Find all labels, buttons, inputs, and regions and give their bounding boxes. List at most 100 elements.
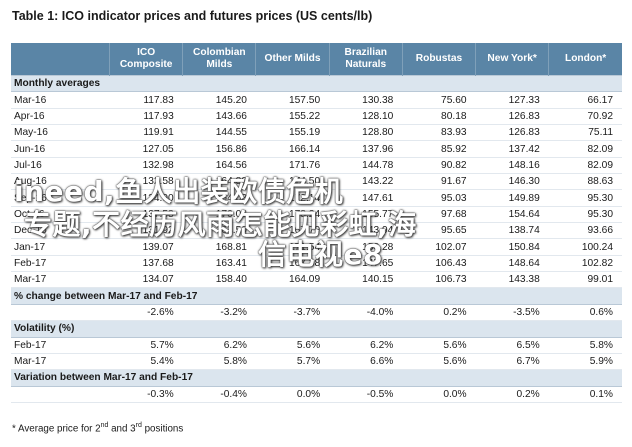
table-cell: 83.93 bbox=[402, 124, 476, 142]
footnote-middle: and 3 bbox=[108, 423, 136, 435]
table-cell: 75.11 bbox=[548, 124, 622, 142]
row-label: Feb-17 bbox=[11, 255, 110, 273]
table-cell: 5.7% bbox=[109, 337, 183, 354]
table-cell: 166.14 bbox=[255, 140, 330, 158]
table-row: Aug-16 132.58 164.80 174.50 143.22 91.67 146.3… bbox=[11, 173, 622, 191]
table-cell: 139.07 bbox=[109, 238, 183, 256]
table-cell: 164.80 bbox=[182, 173, 256, 191]
table-cell: 147.61 bbox=[329, 189, 403, 207]
table-cell: 143.66 bbox=[182, 108, 256, 126]
column-header: Other Milds bbox=[255, 43, 330, 76]
table-cell: -0.3% bbox=[109, 386, 183, 403]
table-row: Sep-16 134.90 164.03 172.14 147.61 95.03 149.8… bbox=[11, 189, 622, 207]
table-cell: 134.07 bbox=[109, 271, 183, 289]
table-cell: 127.05 bbox=[109, 140, 183, 158]
table-cell: -3.5% bbox=[475, 304, 549, 322]
table-cell: 0.0% bbox=[255, 386, 330, 403]
table-cell: 0.1% bbox=[548, 386, 622, 403]
table-cell: 70.92 bbox=[548, 108, 622, 126]
table-row: Feb-17 137.68 163.41 167.38 147.65 106.43 148.… bbox=[11, 255, 622, 273]
table-cell: 138.74 bbox=[475, 222, 549, 240]
table-cell: -0.4% bbox=[182, 386, 256, 403]
table-cell: 132.58 bbox=[109, 173, 183, 191]
table-cell: 164.50 bbox=[182, 222, 256, 240]
table-cell: 5.9% bbox=[548, 353, 622, 371]
table-row: Jun-16 127.05 156.86 166.14 137.96 85.92 137.4… bbox=[11, 140, 622, 158]
table-cell: 0.2% bbox=[475, 386, 549, 403]
table-cell: 6.7% bbox=[475, 353, 549, 371]
table-cell: 143.38 bbox=[475, 271, 549, 289]
table-cell: 126.83 bbox=[475, 124, 549, 142]
table-cell: 150.84 bbox=[475, 238, 549, 256]
table-cell: 158.40 bbox=[182, 271, 256, 289]
table-cell: 147.65 bbox=[329, 255, 403, 273]
table-cell: 100.24 bbox=[548, 238, 622, 256]
table-cell: 132.98 bbox=[109, 157, 183, 175]
section-heading-row: % change between Mar-17 and Feb-17 bbox=[11, 287, 622, 305]
table-row: Dec-16 131.92 164.50 167.79 143.94 95.65 138.7… bbox=[11, 222, 622, 240]
table-cell: 156.86 bbox=[182, 140, 256, 158]
table-cell: 117.93 bbox=[109, 108, 183, 126]
table-cell: 119.91 bbox=[109, 124, 183, 142]
table-cell: 131.92 bbox=[109, 222, 183, 240]
table-row: Mar-17 134.07 158.40 164.09 140.15 106.73 143.… bbox=[11, 271, 622, 289]
section-heading: Monthly averages bbox=[11, 74, 622, 93]
table-cell: 167.38 bbox=[255, 255, 330, 273]
table-cell: 150.28 bbox=[329, 238, 403, 256]
table-cell: 143.22 bbox=[329, 173, 403, 191]
footnote-prefix: * Average price for 2 bbox=[12, 423, 101, 435]
table-cell: 91.67 bbox=[402, 173, 476, 191]
table-cell: 82.09 bbox=[548, 140, 622, 158]
table-cell: -3.7% bbox=[255, 304, 330, 322]
table-row: Mar-17 5.4% 5.8% 5.7% 6.6% 5.6% 6.7% 5.9% bbox=[11, 353, 622, 371]
table-cell: 171.54 bbox=[255, 238, 330, 256]
table-cell: 171.76 bbox=[255, 157, 330, 175]
column-header: Robustas bbox=[402, 43, 477, 76]
table-cell: 157.50 bbox=[255, 91, 330, 109]
table-cell: 144.55 bbox=[182, 124, 256, 142]
table-cell: 6.5% bbox=[475, 337, 549, 354]
table-row: -0.3% -0.4% 0.0% -0.5% 0.0% 0.2% 0.1% bbox=[11, 386, 622, 403]
table-cell: 88.63 bbox=[548, 173, 622, 191]
table-row: Feb-17 5.7% 6.2% 5.6% 6.2% 5.6% 6.5% 5.8% bbox=[11, 337, 622, 354]
table-cell: 0.6% bbox=[548, 304, 622, 322]
table-cell: 5.6% bbox=[402, 337, 476, 354]
footnote: * Average price for 2nd and 3rd position… bbox=[12, 422, 183, 434]
column-header: ICO Composite bbox=[109, 43, 184, 76]
table-cell: 155.22 bbox=[255, 108, 330, 126]
table-cell: 75.60 bbox=[402, 91, 476, 109]
table-cell: 137.96 bbox=[329, 140, 403, 158]
table-cell: 82.09 bbox=[548, 157, 622, 175]
table-cell: 148.16 bbox=[475, 157, 549, 175]
table-cell: 6.6% bbox=[329, 353, 403, 371]
section-heading: Variation between Mar-17 and Feb-17 bbox=[11, 369, 622, 387]
table-cell: 148.64 bbox=[475, 255, 549, 273]
table-cell: 5.7% bbox=[255, 353, 330, 371]
table-cell: -3.2% bbox=[182, 304, 256, 322]
row-label bbox=[11, 304, 110, 322]
table-row: Apr-16 117.93 143.66 155.22 128.10 80.18 126.8… bbox=[11, 108, 622, 126]
table-cell: 164.09 bbox=[255, 271, 330, 289]
table-row: -2.6% -3.2% -3.7% -4.0% 0.2% -3.5% 0.6% bbox=[11, 304, 622, 322]
table-row: May-16 119.91 144.55 155.19 128.80 83.93 126.8… bbox=[11, 124, 622, 142]
table-row: Oct-16 137.58 170.06 178.24 155.77 97.68 154.6… bbox=[11, 206, 622, 224]
table-cell: 85.92 bbox=[402, 140, 476, 158]
table-cell: 5.4% bbox=[109, 353, 183, 371]
row-label: Aug-16 bbox=[11, 173, 110, 191]
table-cell: 90.82 bbox=[402, 157, 476, 175]
table-cell: 172.14 bbox=[255, 189, 330, 207]
table-cell: 134.90 bbox=[109, 189, 183, 207]
table-cell: 66.17 bbox=[548, 91, 622, 109]
table-cell: 144.78 bbox=[329, 157, 403, 175]
table-cell: 137.42 bbox=[475, 140, 549, 158]
row-label: Jan-17 bbox=[11, 238, 110, 256]
row-label: Dec-16 bbox=[11, 222, 110, 240]
table-cell: 5.8% bbox=[182, 353, 256, 371]
table-cell: 178.24 bbox=[255, 206, 330, 224]
table-row: Jan-17 139.07 168.81 171.54 150.28 102.07 150.… bbox=[11, 238, 622, 256]
table-cell: 164.03 bbox=[182, 189, 256, 207]
table-cell: 149.89 bbox=[475, 189, 549, 207]
table-cell: 95.65 bbox=[402, 222, 476, 240]
row-label: Feb-17 bbox=[11, 337, 110, 354]
row-label: Sep-16 bbox=[11, 189, 110, 207]
